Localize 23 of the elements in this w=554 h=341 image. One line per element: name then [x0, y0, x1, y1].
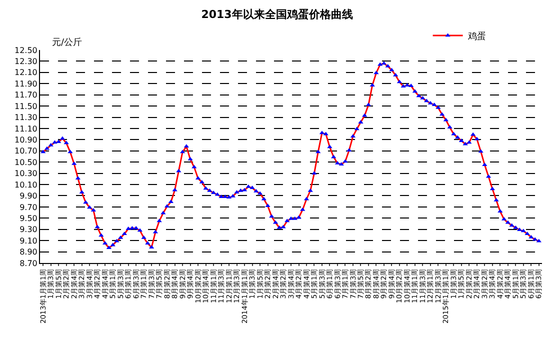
y-tick-label: 12.10	[14, 68, 38, 78]
chart-title: 2013年以来全国鸡蛋价格曲线	[201, 8, 353, 21]
y-tick-label: 12.50	[14, 46, 38, 55]
y-axis-title: 元/公斤	[52, 37, 82, 48]
y-tick-label: 10.90	[14, 135, 38, 144]
y-tick-label: 11.70	[14, 90, 38, 100]
y-tick-label: 10.30	[14, 169, 38, 178]
y-tick-label: 9.90	[20, 192, 38, 201]
y-tick-label: 10.10	[14, 180, 38, 190]
y-tick-label: 11.90	[14, 79, 38, 88]
y-tick-label: 11.30	[14, 113, 38, 122]
y-tick-label: 10.50	[14, 158, 38, 167]
y-tick-label: 10.70	[14, 146, 38, 156]
y-tick-label: 12.30	[14, 57, 38, 66]
y-tick-label: 11.50	[14, 102, 38, 111]
y-tick-label: 9.70	[20, 202, 38, 212]
y-tick-label: 9.10	[20, 236, 38, 246]
y-tick-label: 11.10	[14, 124, 38, 134]
legend-label: 鸡蛋	[466, 31, 486, 42]
y-tick-label: 9.30	[20, 225, 38, 234]
y-tick-label: 8.90	[20, 248, 38, 257]
y-tick-label: 9.50	[20, 214, 38, 223]
y-tick-label: 8.70	[20, 258, 38, 268]
